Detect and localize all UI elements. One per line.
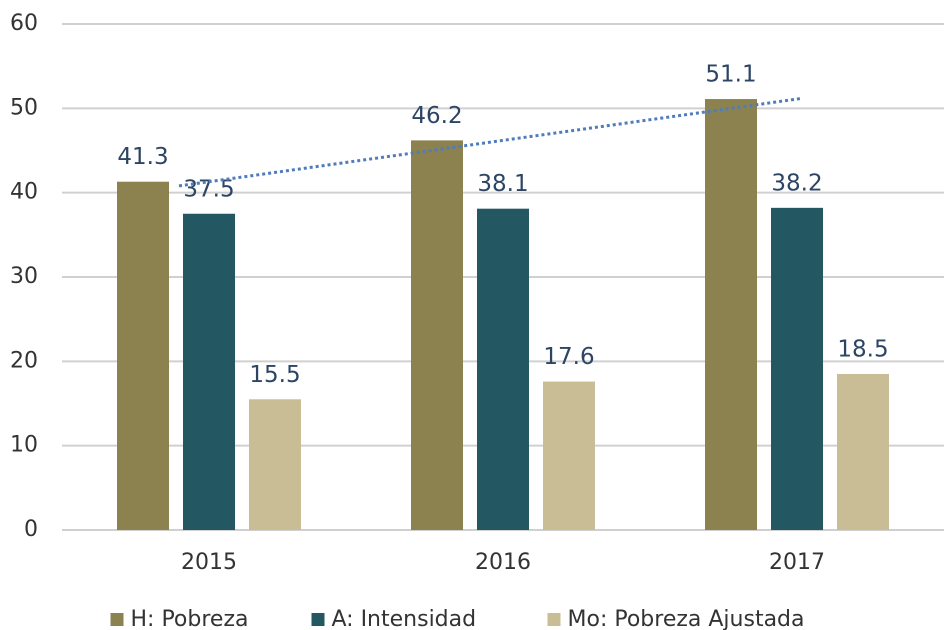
y-tick-label: 20: [10, 348, 38, 373]
bar: [411, 140, 463, 530]
y-tick-label: 0: [24, 517, 38, 542]
data-label: 38.2: [771, 170, 822, 196]
legend-swatch: [110, 613, 124, 626]
bar: [117, 181, 169, 530]
legend-label: Mo: Pobreza Ajustada: [568, 607, 805, 630]
y-tick-label: 30: [10, 264, 38, 289]
data-label: 17.6: [543, 344, 594, 370]
data-label: 15.5: [249, 362, 300, 388]
bar: [837, 373, 889, 530]
legend-label: H: Pobreza: [131, 607, 249, 630]
x-tick-label: 2016: [475, 550, 531, 575]
bar: [249, 399, 301, 530]
x-tick-label: 2017: [769, 550, 825, 575]
bar: [183, 213, 235, 530]
data-label: 46.2: [411, 103, 462, 129]
trendline: [178, 97, 802, 188]
data-label: 51.1: [705, 62, 756, 88]
legend-label: A: Intensidad: [332, 607, 477, 630]
x-tick-label: 2015: [181, 550, 237, 575]
y-tick-label: 10: [10, 433, 38, 458]
bar: [543, 381, 595, 530]
y-tick-label: 60: [10, 11, 38, 36]
legend-swatch: [547, 613, 561, 626]
y-tick-label: 40: [10, 180, 38, 205]
data-label: 41.3: [117, 144, 168, 170]
bar: [771, 207, 823, 530]
bar: [477, 208, 529, 530]
y-tick-label: 50: [10, 95, 38, 120]
data-label: 38.1: [477, 171, 528, 197]
data-label: 18.5: [837, 336, 888, 362]
legend-swatch: [311, 613, 325, 626]
bar: [705, 99, 757, 530]
